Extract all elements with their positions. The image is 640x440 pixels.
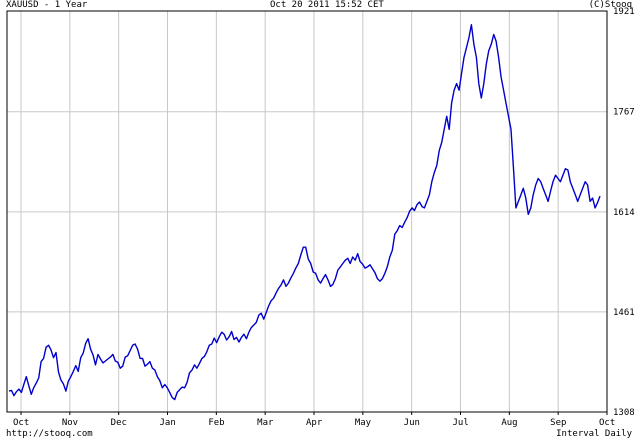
plot-frame (6, 10, 608, 413)
y-tick-label: 1308 (613, 408, 635, 418)
y-tick-label: 1461 (613, 308, 635, 318)
x-tick-label: Jun (404, 418, 420, 428)
source-url[interactable]: http://stooq.com (6, 429, 93, 439)
x-tick-label: Dec (111, 418, 127, 428)
x-tick-label: Oct (13, 418, 29, 428)
price-line (8, 24, 601, 401)
grid-lines (7, 11, 608, 415)
x-tick-label: Jul (453, 418, 469, 428)
x-tick-label: Oct (599, 418, 615, 428)
x-axis-labels: Oct Nov Dec Jan Feb Mar Apr May Jun Jul Aug Sep Oct (13, 418, 615, 428)
chart-timestamp: Oct 20 2011 15:52 CET (270, 0, 384, 10)
x-tick-label: Nov (62, 418, 78, 428)
price-series (8, 24, 601, 401)
y-axis-labels: 1308 1461 1614 1767 1921 (613, 7, 635, 418)
x-tick-label: Apr (306, 418, 323, 428)
x-tick-label: May (355, 418, 372, 428)
x-tick-label: Mar (257, 418, 274, 428)
chart-title: XAUUSD - 1 Year (6, 0, 88, 10)
y-tick-label: 1767 (613, 108, 635, 118)
x-tick-label: Sep (550, 418, 566, 428)
x-tick-label: Feb (208, 418, 224, 428)
y-tick-label: 1614 (613, 208, 635, 218)
x-tick-label: Jan (160, 418, 176, 428)
interval-label: Interval Daily (556, 429, 632, 439)
copyright-credit: (C)Stooq (588, 0, 632, 10)
y-tick-label: 1921 (613, 7, 635, 17)
x-tick-label: Aug (501, 418, 517, 428)
